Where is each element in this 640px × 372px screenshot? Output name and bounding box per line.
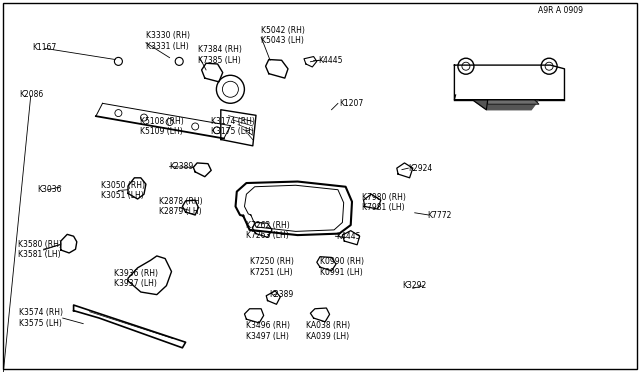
Text: K7262 (RH)
K7263 (LH): K7262 (RH) K7263 (LH) [246,221,290,240]
Text: K3580 (RH)
K3581 (LH): K3580 (RH) K3581 (LH) [18,240,62,259]
Text: K7384 (RH)
K7385 (LH): K7384 (RH) K7385 (LH) [198,45,243,65]
Text: K2389: K2389 [170,162,194,171]
Text: KA038 (RH)
KA039 (LH): KA038 (RH) KA039 (LH) [306,321,350,341]
Text: K2086: K2086 [19,90,44,99]
Text: K3936 (RH)
K3937 (LH): K3936 (RH) K3937 (LH) [114,269,158,288]
Text: K5042 (RH)
K5043 (LH): K5042 (RH) K5043 (LH) [261,26,305,45]
Text: K4445: K4445 [319,56,343,65]
Polygon shape [488,100,539,104]
Text: K3036: K3036 [37,185,61,194]
Text: K3174 (RH)
K3175 (LH): K3174 (RH) K3175 (LH) [211,117,255,136]
Text: K3050 (RH)
K3051 (LH): K3050 (RH) K3051 (LH) [101,181,145,200]
Text: K4445: K4445 [336,232,360,241]
Text: K5108 (RH)
K5109 (LH): K5108 (RH) K5109 (LH) [140,117,183,136]
Text: K2389: K2389 [269,290,293,299]
Text: K7772: K7772 [428,211,452,219]
Text: K3574 (RH)
K3575 (LH): K3574 (RH) K3575 (LH) [19,308,63,328]
Polygon shape [472,100,539,110]
Text: K1167: K1167 [32,43,56,52]
Text: K2878 (RH)
K2879 (LH): K2878 (RH) K2879 (LH) [159,197,202,216]
Text: K3330 (RH)
K3331 (LH): K3330 (RH) K3331 (LH) [146,31,190,51]
Text: K0990 (RH)
K0991 (LH): K0990 (RH) K0991 (LH) [320,257,364,277]
Text: K3292: K3292 [402,281,426,290]
Text: K1207: K1207 [339,99,364,108]
Text: A9R A 0909: A9R A 0909 [538,6,582,15]
Text: K3496 (RH)
K3497 (LH): K3496 (RH) K3497 (LH) [246,321,291,341]
Text: K7250 (RH)
K7251 (LH): K7250 (RH) K7251 (LH) [250,257,294,277]
Text: K2924: K2924 [408,164,433,173]
Text: K7980 (RH)
K7981 (LH): K7980 (RH) K7981 (LH) [362,193,406,212]
